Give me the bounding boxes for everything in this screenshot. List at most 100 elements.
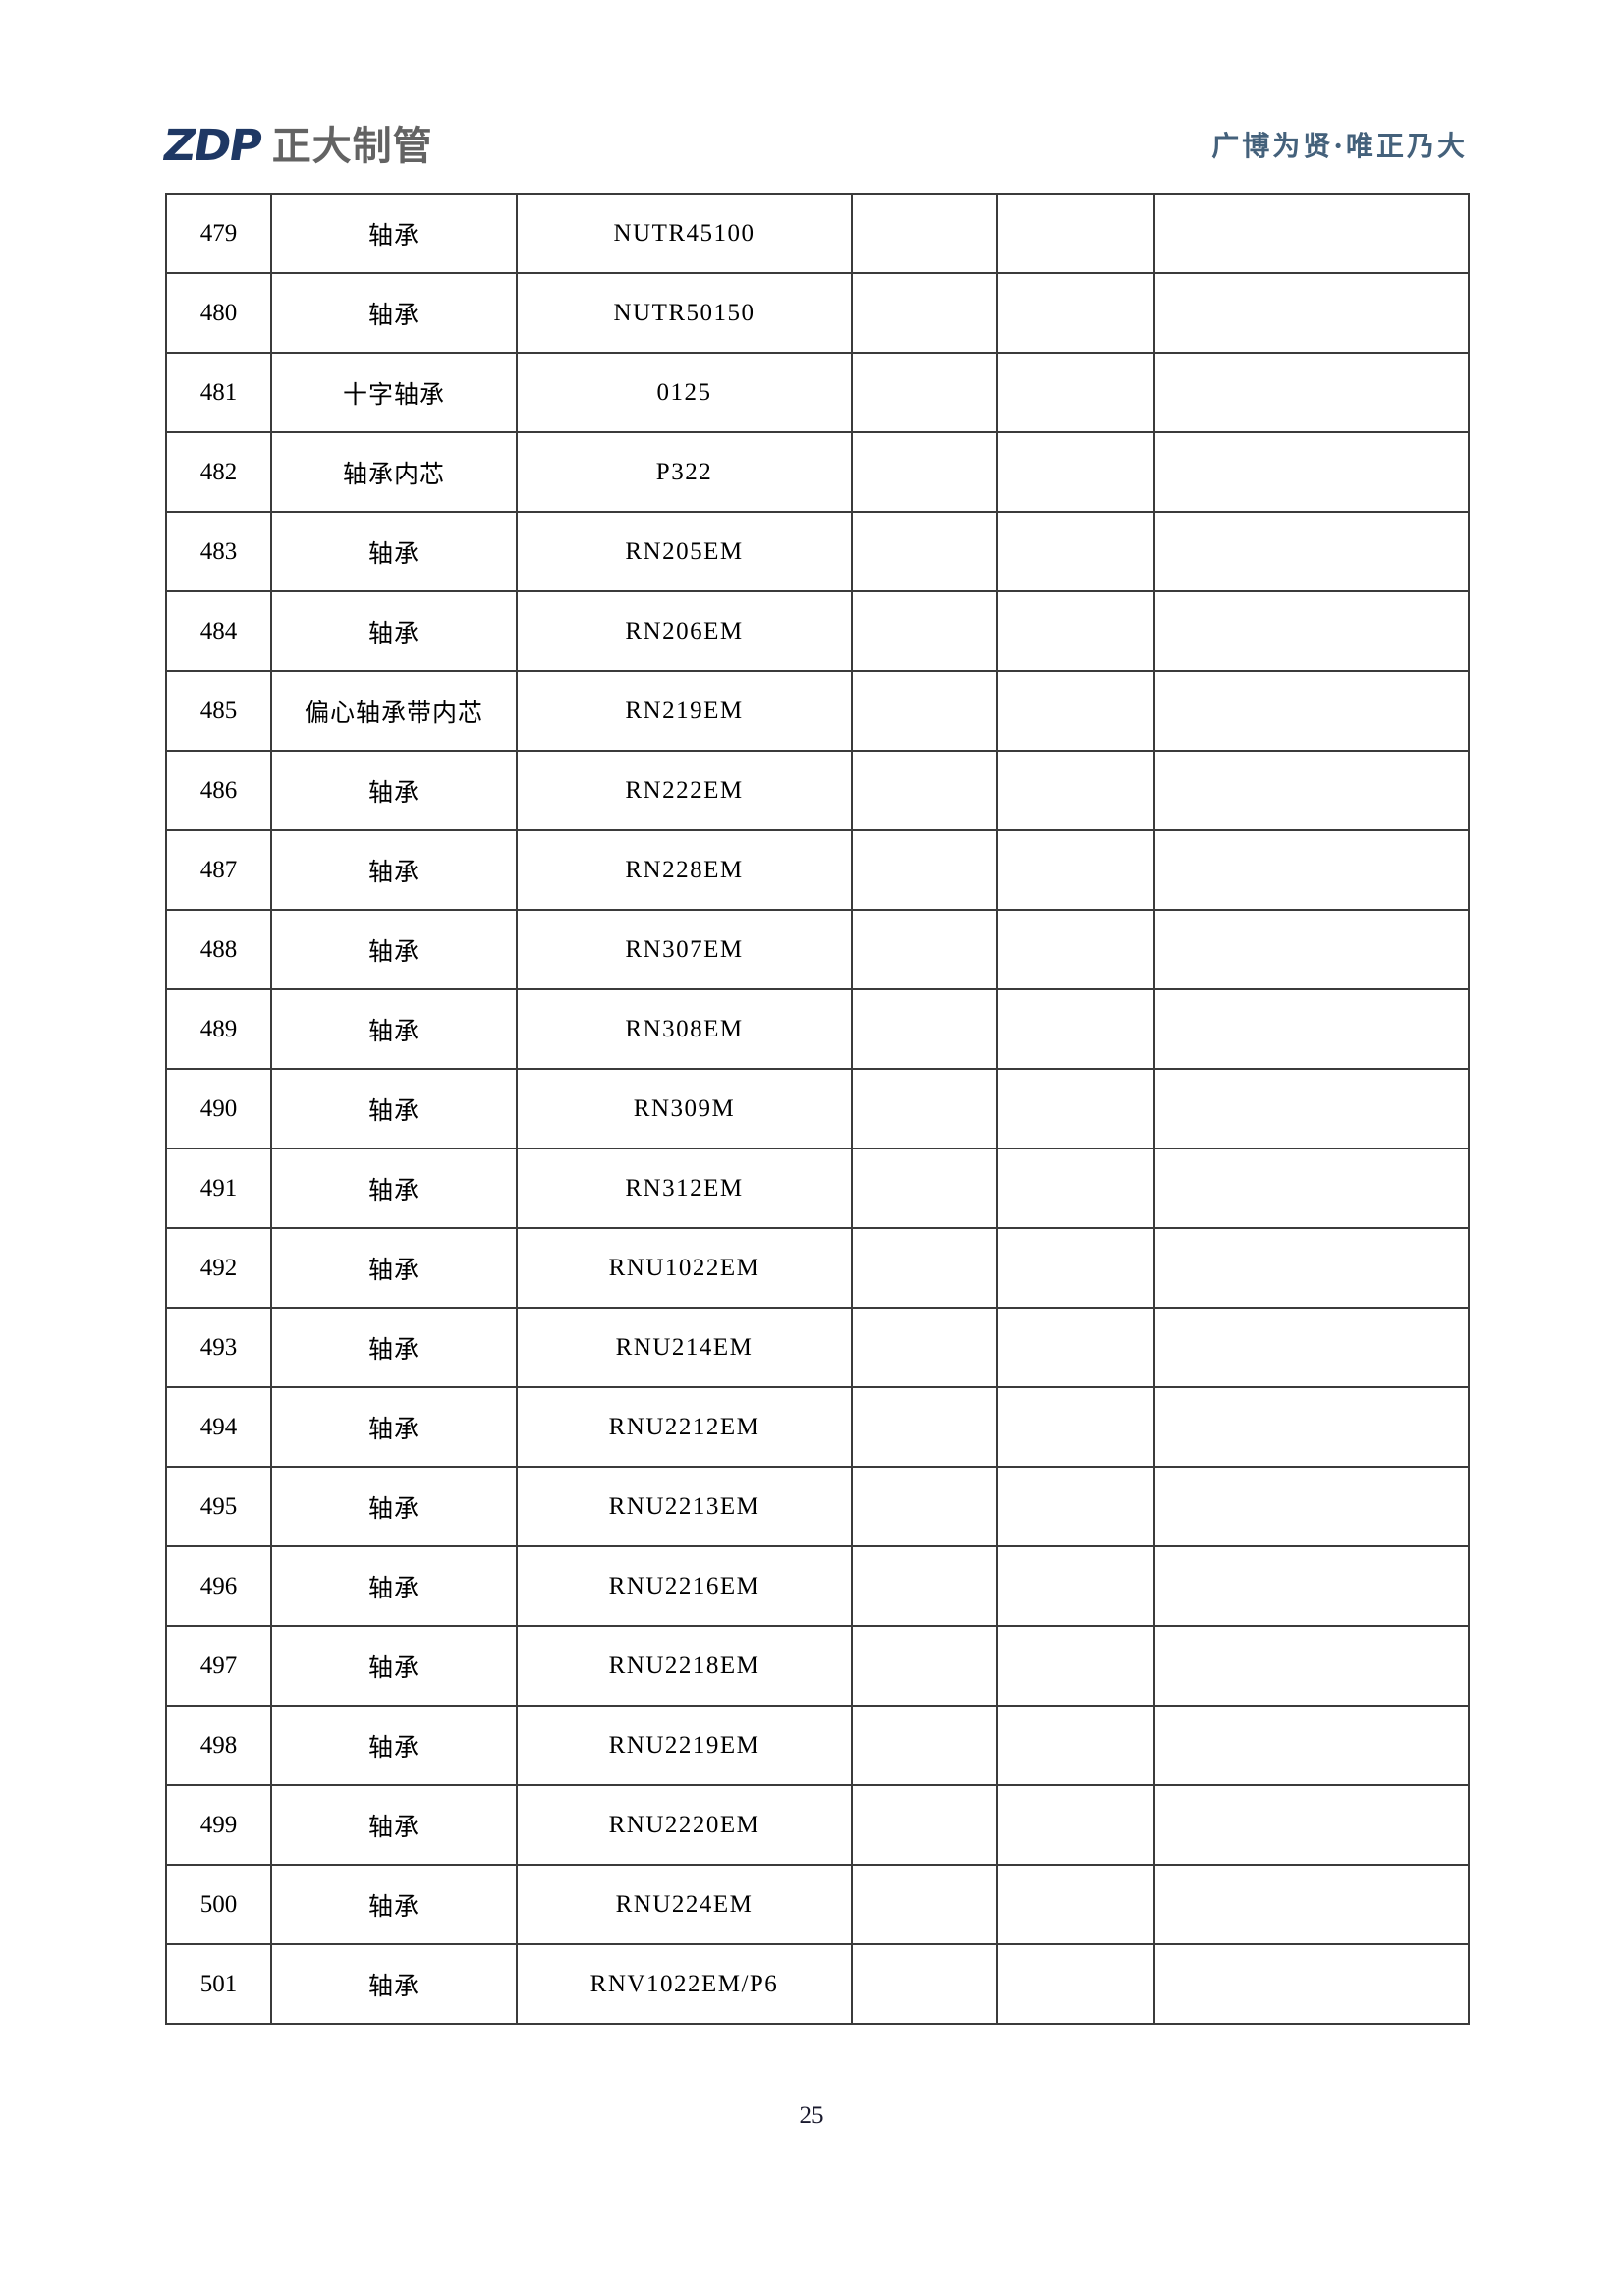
table-cell-blank_a	[851, 670, 998, 752]
table-cell-blank_a	[851, 1864, 998, 1945]
table-row: 483 轴承 RN205EM	[165, 511, 1470, 592]
table-cell-blank_b	[996, 1784, 1155, 1866]
table-row: 500 轴承 RNU224EM	[165, 1864, 1470, 1945]
table-cell-model: RN307EM	[516, 909, 853, 990]
table-cell-index: 494	[165, 1386, 272, 1468]
table-cell-blank_c	[1153, 750, 1470, 831]
table-cell-blank_b	[996, 909, 1155, 990]
table-cell-name: 轴承	[270, 829, 518, 911]
table-cell-index: 498	[165, 1705, 272, 1786]
table-cell-index: 487	[165, 829, 272, 911]
table-row: 494 轴承 RNU2212EM	[165, 1386, 1470, 1468]
table-cell-index: 481	[165, 352, 272, 433]
table-cell-index: 479	[165, 193, 272, 274]
table-cell-blank_c	[1153, 1784, 1470, 1866]
table-cell-blank_c	[1153, 1545, 1470, 1627]
table-row: 488 轴承 RN307EM	[165, 909, 1470, 990]
table-cell-index: 484	[165, 590, 272, 672]
table-cell-blank_a	[851, 431, 998, 513]
table-cell-model: RNU2220EM	[516, 1784, 853, 1866]
table-cell-blank_c	[1153, 1227, 1470, 1309]
table-cell-name: 轴承	[270, 1545, 518, 1627]
table-cell-blank_b	[996, 670, 1155, 752]
table-cell-index: 501	[165, 1943, 272, 2025]
table-cell-model: RNU2212EM	[516, 1386, 853, 1468]
table-cell-blank_a	[851, 193, 998, 274]
table-cell-blank_b	[996, 1705, 1155, 1786]
table-cell-index: 495	[165, 1466, 272, 1547]
table-cell-blank_c	[1153, 590, 1470, 672]
table-cell-blank_c	[1153, 909, 1470, 990]
table-cell-index: 488	[165, 909, 272, 990]
table-cell-model: RNU224EM	[516, 1864, 853, 1945]
table-cell-blank_a	[851, 272, 998, 354]
table-cell-blank_a	[851, 1784, 998, 1866]
table-cell-blank_c	[1153, 431, 1470, 513]
table-row: 496 轴承 RNU2216EM	[165, 1545, 1470, 1627]
table-cell-blank_a	[851, 1068, 998, 1149]
table-row: 499 轴承 RNU2220EM	[165, 1784, 1470, 1866]
table-cell-blank_b	[996, 1864, 1155, 1945]
table-cell-blank_b	[996, 1386, 1155, 1468]
table-cell-model: RNU1022EM	[516, 1227, 853, 1309]
table-cell-model: P322	[516, 431, 853, 513]
table-cell-name: 轴承	[270, 1784, 518, 1866]
table-cell-blank_b	[996, 750, 1155, 831]
table-cell-name: 十字轴承	[270, 352, 518, 433]
table-cell-name: 轴承	[270, 988, 518, 1070]
table-cell-blank_b	[996, 1943, 1155, 2025]
table-cell-name: 轴承	[270, 1705, 518, 1786]
table-cell-index: 491	[165, 1148, 272, 1229]
table-cell-blank_a	[851, 909, 998, 990]
table-cell-blank_c	[1153, 1705, 1470, 1786]
table-cell-blank_b	[996, 1625, 1155, 1707]
table-cell-blank_a	[851, 1307, 998, 1388]
table-row: 495 轴承 RNU2213EM	[165, 1466, 1470, 1547]
page-number: 25	[799, 2102, 824, 2129]
table-row: 497 轴承 RNU2218EM	[165, 1625, 1470, 1707]
table-row: 493 轴承 RNU214EM	[165, 1307, 1470, 1388]
zdp-logo-mark: ZDP	[159, 121, 264, 171]
table-cell-index: 493	[165, 1307, 272, 1388]
document-header: ZDP 正大制管 广博为贤·唯正乃大	[159, 116, 1468, 177]
table-cell-blank_b	[996, 1466, 1155, 1547]
table-row: 492 轴承 RNU1022EM	[165, 1227, 1470, 1309]
table-cell-blank_a	[851, 750, 998, 831]
company-slogan: 广博为贤·唯正乃大	[1211, 130, 1468, 162]
table-cell-index: 500	[165, 1864, 272, 1945]
table-cell-blank_c	[1153, 1466, 1470, 1547]
table-cell-blank_a	[851, 829, 998, 911]
table-cell-blank_c	[1153, 1386, 1470, 1468]
table-cell-index: 482	[165, 431, 272, 513]
table-cell-model: RN205EM	[516, 511, 853, 592]
table-cell-blank_a	[851, 352, 998, 433]
table-cell-name: 轴承	[270, 750, 518, 831]
table-row: 481 十字轴承 0125	[165, 352, 1470, 433]
table-cell-blank_b	[996, 988, 1155, 1070]
company-logo: ZDP 正大制管	[159, 121, 433, 171]
table-cell-blank_b	[996, 272, 1155, 354]
table-cell-blank_a	[851, 1625, 998, 1707]
table-cell-blank_c	[1153, 1625, 1470, 1707]
table-cell-name: 轴承内芯	[270, 431, 518, 513]
parts-list-table: 479 轴承 NUTR45100 480 轴承 NUTR50150 481 十字轴承 0125 4…	[165, 193, 1470, 2025]
table-cell-blank_c	[1153, 511, 1470, 592]
table-cell-blank_b	[996, 829, 1155, 911]
table-row: 489 轴承 RN308EM	[165, 988, 1470, 1070]
table-cell-blank_b	[996, 590, 1155, 672]
table-cell-blank_c	[1153, 1307, 1470, 1388]
table-cell-index: 497	[165, 1625, 272, 1707]
table-cell-blank_c	[1153, 352, 1470, 433]
table-cell-index: 483	[165, 511, 272, 592]
table-row: 498 轴承 RNU2219EM	[165, 1705, 1470, 1786]
table-cell-blank_b	[996, 193, 1155, 274]
table-cell-name: 轴承	[270, 1227, 518, 1309]
table-cell-blank_c	[1153, 988, 1470, 1070]
table-row: 487 轴承 RN228EM	[165, 829, 1470, 911]
table-cell-blank_c	[1153, 1943, 1470, 2025]
table-cell-model: RNU2218EM	[516, 1625, 853, 1707]
table-cell-model: RN222EM	[516, 750, 853, 831]
table-cell-model: RN309M	[516, 1068, 853, 1149]
table-cell-blank_a	[851, 1545, 998, 1627]
